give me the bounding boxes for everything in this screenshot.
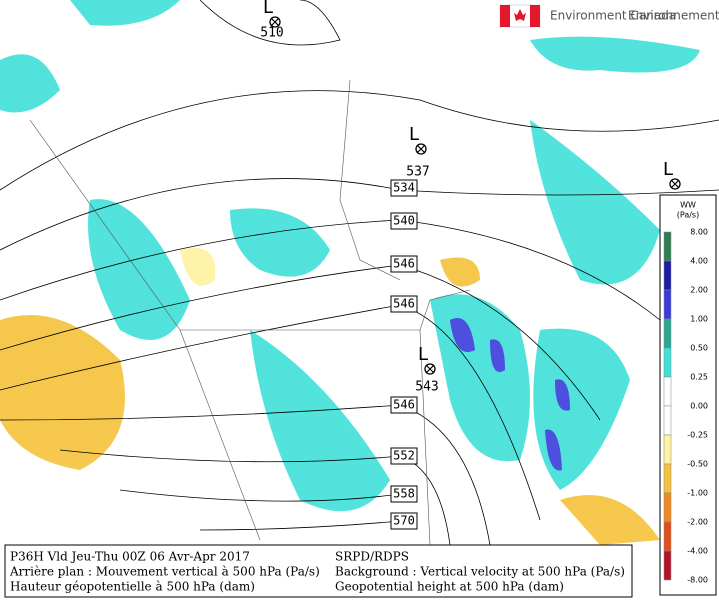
- legend-label: -1.00: [687, 489, 708, 498]
- contour-label-box: [390, 396, 418, 414]
- legend-label: 0.50: [690, 344, 708, 353]
- contour-label-box: [390, 255, 418, 273]
- legend-swatch: [663, 289, 672, 320]
- low-center: [269, 16, 281, 28]
- legend-swatch: [663, 318, 672, 349]
- contour-label: 546: [393, 398, 415, 412]
- contour-label-box: [390, 512, 418, 530]
- legend-items: 8.00 4.00 2.00 1.00 0.50 0.25 0.00 -0.25 -0.50 -1…: [663, 228, 708, 585]
- footer-line: Background : Vertical velocity at 500 hP…: [335, 565, 625, 579]
- legend-label: 1.00: [690, 315, 708, 324]
- low-symbol: L: [263, 0, 273, 18]
- legend-label: -8.00: [687, 576, 708, 585]
- contour-label: 558: [393, 487, 415, 501]
- low-symbol: L: [418, 344, 428, 365]
- footer: P36H Vld Jeu-Thu 00Z 06 Avr-Apr 2017Arri…: [4, 544, 633, 598]
- low-center: [415, 143, 427, 155]
- legend-label: -4.00: [687, 547, 708, 556]
- legend-label: 0.00: [690, 402, 708, 411]
- precip-field: [0, 0, 700, 545]
- contour-label-box: [390, 179, 418, 197]
- legend-swatch: [663, 521, 672, 552]
- contour-label-box: [390, 485, 418, 503]
- footer-line: Hauteur géopotentielle à 500 hPa (dam): [10, 580, 255, 594]
- low-cross: [416, 144, 426, 154]
- low-cross: [270, 17, 280, 27]
- legend-label: 2.00: [690, 286, 708, 295]
- lows: L 510 L 537 L 543 L: [260, 0, 681, 395]
- contour-label: 552: [393, 449, 415, 463]
- contour-label-box: [390, 212, 418, 230]
- contour-label: 540: [393, 214, 415, 228]
- legend-label: -0.25: [687, 431, 708, 440]
- logo-english: Environment Canada: [550, 9, 676, 23]
- legend-swatch: [663, 231, 672, 262]
- borders: [29, 79, 471, 546]
- low-symbol: L: [409, 124, 419, 145]
- low-value: 543: [415, 380, 438, 395]
- legend-swatch: [663, 463, 672, 494]
- footer-box: [4, 544, 633, 598]
- legend-swatch: [663, 492, 672, 523]
- legend-swatch: [663, 260, 672, 291]
- legend-label: 4.00: [690, 257, 708, 266]
- legend-swatch: [663, 550, 672, 581]
- logo: Environment Canada Environnement Canada: [499, 4, 719, 28]
- legend-label: -0.50: [687, 460, 708, 469]
- footer-line: P36H Vld Jeu-Thu 00Z 06 Avr-Apr 2017: [10, 550, 250, 564]
- contours: [0, 0, 719, 546]
- contour-labels: 534 540 546 546 546 552 558 570: [390, 179, 418, 530]
- legend-label: 0.25: [690, 373, 708, 382]
- contour-label-box: [390, 447, 418, 465]
- legend-label: -2.00: [687, 518, 708, 527]
- legend-label: 8.00: [690, 228, 708, 237]
- legend-unit: (Pa/s): [677, 211, 699, 220]
- footer-line: Arrière plan : Mouvement vertical à 500 …: [9, 565, 320, 579]
- footer-text: P36H Vld Jeu-Thu 00Z 06 Avr-Apr 2017Arri…: [9, 550, 625, 594]
- low-cross: [425, 364, 435, 374]
- contour-label: 546: [393, 297, 415, 311]
- contour-label-box: [390, 295, 418, 313]
- legend-swatch: [663, 405, 672, 436]
- legend: WW (Pa/s) 8.00 4.00 2.00 1.00 0.50 0.25 0.00 -0…: [659, 194, 717, 596]
- contour-label: 570: [393, 514, 415, 528]
- legend-swatch: [663, 347, 672, 378]
- low-center: [669, 178, 681, 190]
- contour-label: 546: [393, 257, 415, 271]
- contour-label: 534: [393, 181, 415, 195]
- low-value: 510: [260, 26, 283, 41]
- low-value: 537: [406, 165, 429, 180]
- low-cross: [670, 179, 680, 189]
- footer-line: Geopotential height at 500 hPa (dam): [335, 580, 564, 594]
- legend-title: WW: [680, 201, 696, 210]
- low-symbol: L: [663, 159, 673, 180]
- footer-line: SRPD/RDPS: [335, 550, 409, 564]
- low-center: [424, 363, 436, 375]
- logo-french: Environnement Canada: [628, 9, 719, 23]
- legend-swatch: [663, 376, 672, 407]
- legend-swatch: [663, 434, 672, 465]
